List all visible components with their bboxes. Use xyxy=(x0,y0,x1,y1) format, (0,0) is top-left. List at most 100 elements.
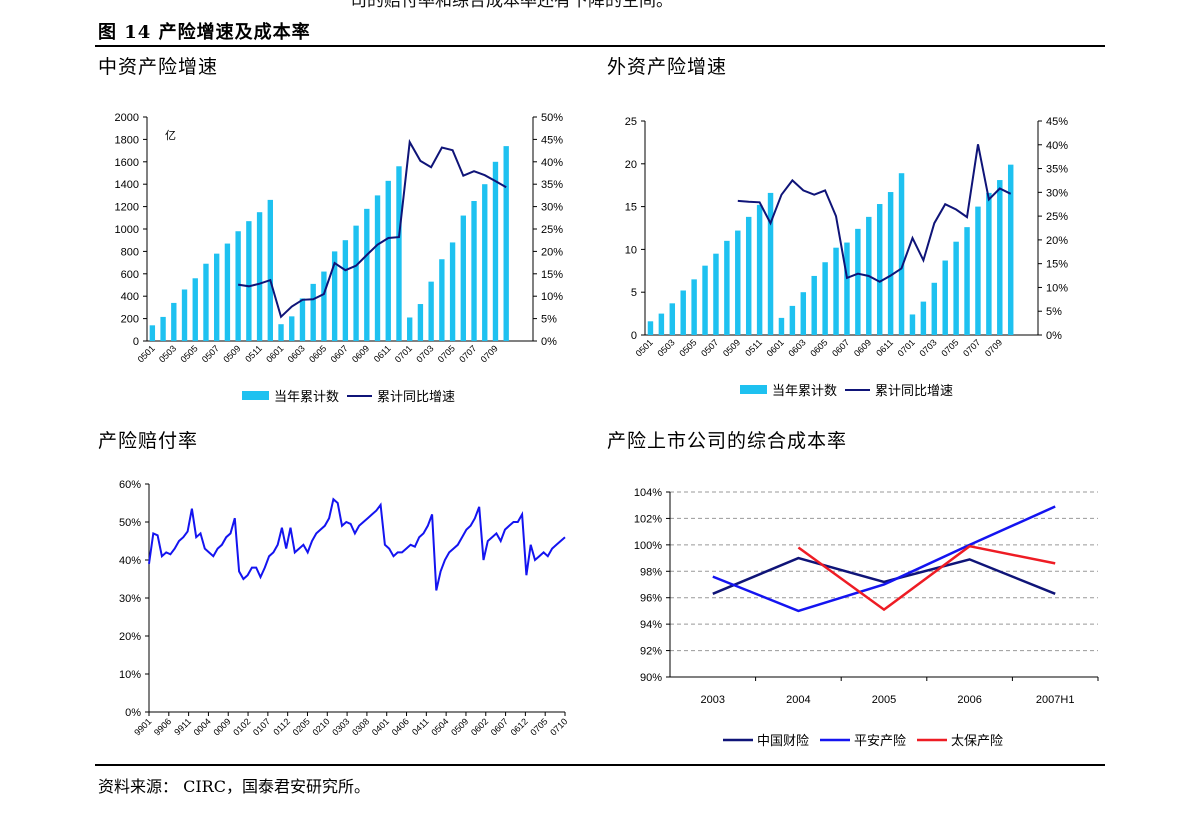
y2-tick-label: 25% xyxy=(541,224,563,236)
bar xyxy=(460,215,466,341)
y-tick-label: 1200 xyxy=(115,202,139,214)
y-tick-label: 1800 xyxy=(115,134,139,146)
series-line-2 xyxy=(712,505,1056,613)
bar xyxy=(385,180,391,341)
x-tick-label: 0303 xyxy=(330,716,351,737)
bar xyxy=(310,283,316,341)
bar xyxy=(855,228,861,335)
bar xyxy=(931,282,938,335)
x-tick-label: 2005 xyxy=(872,694,896,706)
x-tick-label: 0112 xyxy=(271,716,292,737)
y2-tick-label: 10% xyxy=(1046,282,1068,294)
y-tick-label: 94% xyxy=(640,619,662,631)
bar xyxy=(160,316,166,341)
y2-tick-label: 40% xyxy=(541,157,563,169)
bar xyxy=(920,301,927,335)
x-tick-label: 0703 xyxy=(414,343,435,364)
bar xyxy=(246,221,252,341)
bar xyxy=(909,314,916,335)
bar xyxy=(724,240,730,335)
series-line-loss-ratio xyxy=(148,497,566,591)
x-tick-label: 0603 xyxy=(286,343,307,364)
x-tick-label: 0411 xyxy=(410,716,431,737)
bar xyxy=(833,247,839,335)
x-tick-label: 0509 xyxy=(449,716,470,737)
x-tick-label: 0609 xyxy=(852,337,873,358)
y-tick-label: 600 xyxy=(121,269,139,281)
x-tick-label: 0205 xyxy=(291,716,312,737)
bottom-rule xyxy=(95,764,1105,766)
bar xyxy=(811,275,817,335)
x-tick-label: 9901 xyxy=(132,716,153,737)
bar xyxy=(192,278,198,341)
bar xyxy=(289,316,295,341)
x-tick-label: 0210 xyxy=(310,716,331,737)
x-tick-label: 0505 xyxy=(178,343,199,364)
x-tick-label: 0602 xyxy=(469,716,490,737)
x-tick-label: 0707 xyxy=(961,337,982,358)
y-tick-label: 30% xyxy=(119,593,141,605)
y2-tick-label: 50% xyxy=(541,112,563,124)
bar xyxy=(278,324,284,341)
y-tick-label: 1400 xyxy=(115,179,139,191)
y-tick-label: 96% xyxy=(640,593,662,605)
y2-tick-label: 0% xyxy=(541,336,557,348)
legend-label-3: 太保产险 xyxy=(951,734,1003,749)
bar xyxy=(235,231,241,341)
y2-tick-label: 15% xyxy=(1046,259,1068,271)
bar xyxy=(364,208,370,341)
bar xyxy=(767,192,774,335)
chart-foreign: 0 5 10 15 20 25 0% 5% 10% 15% 20% 25% 30% 35% 40% 45% 05… xyxy=(625,116,1068,399)
y-tick-label: 20% xyxy=(119,631,141,643)
series-line-3 xyxy=(797,544,1056,612)
legend-label-line: 累计同比增速 xyxy=(875,384,953,399)
bar xyxy=(975,206,981,335)
x-tick-label: 2006 xyxy=(957,694,981,706)
bar xyxy=(396,166,402,341)
legend-label-line: 累计同比增速 xyxy=(377,390,455,405)
bar xyxy=(669,303,676,335)
bar xyxy=(267,199,273,341)
bar xyxy=(953,241,959,335)
top-cut-text: 司的赔付率和综合成本率还有下降的空间。 xyxy=(350,0,673,11)
y2-tick-label: 25% xyxy=(1046,211,1068,223)
bar xyxy=(342,240,349,341)
series-line-growth xyxy=(237,138,507,319)
x-tick-label: 2007H1 xyxy=(1036,694,1075,706)
bar xyxy=(181,289,188,341)
y2-tick-label: 45% xyxy=(541,134,563,146)
bar xyxy=(503,146,509,341)
y2-tick-label: 20% xyxy=(1046,235,1068,247)
x-tick-label: 0406 xyxy=(390,716,411,737)
x-tick-label: 0701 xyxy=(393,343,414,364)
bar xyxy=(942,260,948,335)
x-tick-label: 0607 xyxy=(830,337,851,358)
bar xyxy=(997,180,1003,335)
y2-tick-label: 35% xyxy=(1046,164,1068,176)
bar xyxy=(844,242,850,335)
y-tick-label: 1600 xyxy=(115,157,139,169)
panel-title-foreign: 外资产险增速 xyxy=(607,56,728,78)
x-tick-label: 0705 xyxy=(939,337,960,358)
bar xyxy=(482,184,488,341)
bar xyxy=(745,216,752,335)
bar xyxy=(321,271,327,341)
x-tick-label: 0107 xyxy=(251,716,272,737)
bar xyxy=(299,298,306,341)
legend-label-2: 平安产险 xyxy=(854,734,906,749)
y-tick-label: 20 xyxy=(625,159,637,171)
x-tick-label: 0503 xyxy=(655,337,676,358)
bar xyxy=(203,263,209,341)
bar xyxy=(887,192,894,335)
bar xyxy=(374,195,381,341)
y2-tick-label: 45% xyxy=(1046,116,1068,128)
y-tick-label: 60% xyxy=(119,479,141,491)
bar xyxy=(789,305,796,335)
y-tick-label: 5 xyxy=(631,287,637,299)
x-tick-label: 0511 xyxy=(743,337,764,358)
legend-label-1: 中国财险 xyxy=(757,734,809,749)
bar xyxy=(417,304,424,341)
y-tick-label: 800 xyxy=(121,246,139,258)
bar xyxy=(214,253,220,341)
